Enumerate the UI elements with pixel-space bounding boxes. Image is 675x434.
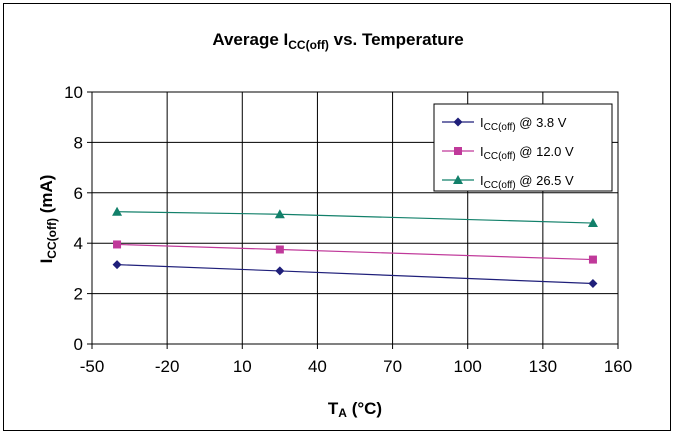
y-tick-label: 2	[74, 285, 83, 304]
legend-label-sub: CC(off)	[484, 151, 516, 162]
data-point	[113, 240, 122, 249]
y-tick-label: 4	[74, 234, 83, 253]
x-tick-label: 100	[454, 357, 482, 376]
x-tick-label: 70	[383, 357, 402, 376]
x-tick-label: 10	[233, 357, 252, 376]
legend-item: ICC(off) @ 26.5 V	[442, 173, 574, 191]
y-tick-label: 6	[74, 184, 83, 203]
legend-label: ICC(off) @ 26.5 V	[480, 173, 574, 191]
x-axis-label-sub: A	[338, 406, 347, 420]
data-point	[112, 206, 123, 216]
legend-label-tail: @ 12.0 V	[516, 144, 574, 159]
chart-title-main: Average I	[212, 30, 288, 49]
legend-label-main: I	[480, 144, 484, 159]
series-0	[112, 260, 598, 289]
y-axis-label-tail: (mA)	[37, 175, 56, 218]
legend-item: ICC(off) @ 12.0 V	[442, 144, 574, 162]
data-point	[275, 245, 284, 254]
data-point	[274, 209, 285, 219]
x-ticks: -50 -20 10 40 70 100 130 160	[80, 344, 632, 376]
x-axis-label-main: T	[328, 399, 339, 418]
legend-item: ICC(off) @ 3.8 V	[442, 115, 567, 133]
chart-title-tail: vs. Temperature	[329, 30, 464, 49]
y-axis-label-main: I	[37, 259, 56, 264]
y-axis-label-sub: CC(off)	[45, 218, 59, 259]
legend-label-main: I	[480, 173, 484, 188]
series-layer	[112, 206, 598, 289]
y-ticks: 0 2 4 6 8 10	[64, 83, 92, 354]
x-axis-label: TA (°C)	[328, 399, 382, 420]
legend-label: ICC(off) @ 12.0 V	[480, 144, 574, 162]
legend-label: ICC(off) @ 3.8 V	[480, 115, 567, 133]
data-point	[275, 266, 285, 276]
x-tick-label: -20	[155, 357, 180, 376]
chart-title-sub: CC(off)	[288, 38, 329, 52]
legend-swatch-marker	[453, 175, 463, 184]
x-tick-label: 130	[529, 357, 557, 376]
y-axis-label: ICC(off) (mA)	[37, 175, 59, 264]
legend-swatch-marker	[453, 117, 463, 127]
axes	[91, 92, 618, 345]
y-tick-label: 8	[74, 133, 83, 152]
data-point	[587, 218, 598, 228]
data-point	[112, 260, 122, 270]
x-tick-label: 40	[308, 357, 327, 376]
legend-swatch-marker	[454, 147, 462, 155]
legend-label-sub: CC(off)	[484, 180, 516, 191]
data-point	[588, 279, 598, 289]
legend-label-main: I	[480, 115, 484, 130]
legend-label-sub: CC(off)	[484, 122, 516, 133]
series-2	[112, 206, 598, 228]
chart-title: Average ICC(off) vs. Temperature	[212, 30, 463, 52]
x-tick-label: 160	[604, 357, 632, 376]
legend-box	[433, 103, 613, 192]
legend-label-tail: @ 3.8 V	[516, 115, 567, 130]
data-point	[588, 255, 597, 264]
series-1	[113, 240, 597, 264]
y-tick-label: 10	[64, 83, 83, 102]
legend-label-tail: @ 26.5 V	[516, 173, 574, 188]
x-tick-label: -50	[80, 357, 105, 376]
x-axis-label-tail: (°C)	[347, 399, 382, 418]
y-tick-label: 0	[74, 335, 83, 354]
